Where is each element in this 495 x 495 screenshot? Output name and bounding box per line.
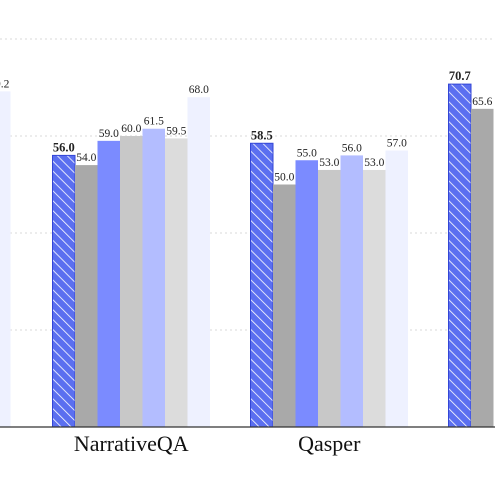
bar-series-7-narrativeqa bbox=[188, 97, 211, 427]
data-label: 59.5 bbox=[166, 125, 186, 137]
data-label: 53.0 bbox=[319, 157, 339, 169]
bar-series-5-narrativeqa bbox=[143, 129, 166, 427]
category-label: NarrativeQA bbox=[74, 431, 189, 456]
data-label: 69.2 bbox=[0, 78, 10, 90]
bar-series-1-a bbox=[449, 84, 472, 427]
data-label: 60.0 bbox=[121, 123, 141, 135]
bar-series-2-narrativeqa bbox=[75, 165, 98, 427]
bar-series-6-qasper bbox=[363, 170, 386, 427]
data-label: 70.7 bbox=[449, 69, 471, 83]
bar-series-4-qasper bbox=[318, 170, 341, 427]
bar-series-2-a bbox=[471, 109, 494, 427]
data-label: 55.0 bbox=[297, 147, 317, 159]
bar-series-2-qasper bbox=[273, 185, 296, 428]
bar-series-7-group-1 bbox=[0, 91, 11, 427]
category-labels: NarrativeQAQasperA bbox=[74, 431, 495, 456]
data-label: 59.0 bbox=[99, 128, 119, 140]
data-label: 53.0 bbox=[364, 157, 384, 169]
bar-series-3-narrativeqa bbox=[98, 141, 121, 427]
bar-series-6-narrativeqa bbox=[165, 138, 188, 427]
bar-series-1-qasper bbox=[251, 143, 274, 427]
data-label: 61.5 bbox=[144, 116, 164, 128]
category-label: Qasper bbox=[298, 431, 361, 456]
bar-series-3-qasper bbox=[296, 160, 319, 427]
bar-series-7-qasper bbox=[386, 151, 409, 427]
data-label: 65.6 bbox=[472, 96, 492, 108]
data-label: 57.0 bbox=[387, 138, 407, 150]
data-label: 50.0 bbox=[274, 172, 294, 184]
data-label: 68.0 bbox=[189, 84, 209, 96]
data-label: 56.0 bbox=[53, 140, 75, 154]
bar-series-5-qasper bbox=[341, 155, 364, 427]
bar-series-4-narrativeqa bbox=[120, 136, 143, 427]
data-label: 54.0 bbox=[76, 152, 96, 164]
data-label: 56.0 bbox=[342, 142, 362, 154]
bar-series-1-narrativeqa bbox=[53, 155, 76, 427]
data-label: 58.5 bbox=[251, 128, 273, 142]
